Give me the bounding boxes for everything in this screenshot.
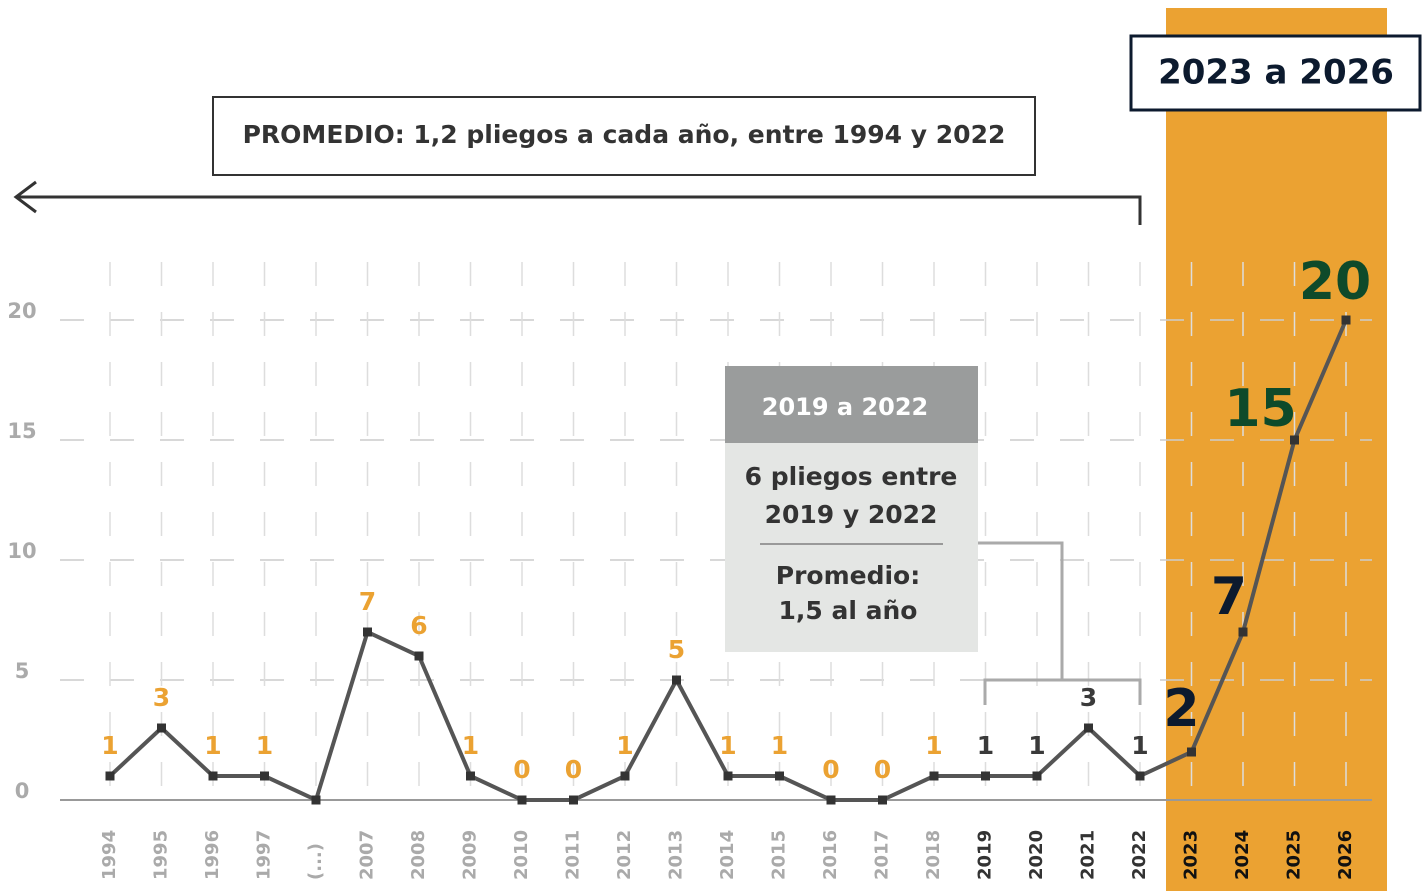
point: [363, 627, 372, 637]
summary-text: Promedio:: [776, 561, 920, 590]
data-label: 2: [1163, 679, 1199, 739]
x-tick-label: 2011: [563, 830, 584, 880]
data-label: 0: [565, 755, 582, 784]
data-label: 1: [101, 731, 118, 760]
point: [878, 795, 887, 805]
point: [775, 771, 784, 781]
point: [1341, 315, 1351, 325]
point: [1290, 435, 1299, 445]
summary-text: 6 pliegos entre: [745, 462, 958, 491]
data-label: 1: [1028, 731, 1045, 760]
point: [929, 771, 939, 781]
x-tick-label: 1995: [151, 830, 172, 880]
x-tick-label: 2018: [923, 830, 944, 880]
x-tick-label: 2016: [820, 830, 841, 880]
x-tick-label: 2007: [357, 830, 378, 880]
bracket: [978, 541, 1142, 705]
data-label: 1: [204, 731, 221, 760]
y-tick-label: 0: [15, 779, 30, 803]
data-label: 0: [513, 755, 530, 784]
point: [1032, 771, 1042, 781]
data-label: 1: [771, 731, 788, 760]
y-tick-label: 20: [7, 299, 36, 323]
data-label: 5: [668, 635, 685, 664]
data-label: 7: [359, 587, 376, 616]
point: [569, 795, 578, 805]
arrow: [13, 180, 1142, 225]
point: [1084, 723, 1093, 733]
x-tick-label: 2025: [1284, 830, 1305, 880]
point: [208, 771, 218, 781]
x-tick-label: 2021: [1078, 830, 1099, 880]
data-label: 1: [462, 731, 479, 760]
point: [105, 771, 115, 781]
x-tick-label: 2009: [460, 830, 481, 880]
x-tick-label: 2024: [1232, 830, 1253, 880]
x-tick-label: 1994: [99, 830, 120, 880]
summary-text: 1,5 al año: [779, 596, 918, 625]
data-label: 7: [1211, 567, 1247, 627]
point: [1238, 627, 1248, 637]
point: [311, 795, 321, 805]
point: [620, 771, 630, 781]
x-tick-label: (...): [305, 843, 326, 880]
data-label: 1: [719, 731, 736, 760]
y-tick-label: 10: [7, 539, 36, 563]
x-tick-label: 2022: [1129, 830, 1150, 880]
point: [723, 771, 733, 781]
x-tick-label: 2026: [1335, 830, 1356, 880]
point: [517, 795, 527, 805]
summary-box: [725, 443, 978, 652]
point: [466, 771, 475, 781]
point: [672, 675, 681, 685]
data-label: 1: [1131, 731, 1148, 760]
x-tick-label: 2015: [769, 830, 790, 880]
x-tick-label: 2012: [614, 830, 635, 880]
data-label: 1: [616, 731, 633, 760]
y-tick-label: 15: [7, 419, 36, 443]
point: [981, 771, 990, 781]
point: [260, 771, 269, 781]
data-label: 15: [1224, 379, 1296, 439]
x-tick-label: 1996: [202, 830, 223, 880]
point: [1135, 771, 1145, 781]
data-label: 3: [1080, 683, 1097, 712]
x-tick-label: 2017: [872, 830, 893, 880]
x-tick-label: 2023: [1181, 830, 1202, 880]
data-label: 20: [1299, 252, 1371, 312]
point: [414, 651, 424, 661]
x-tick-label: 2014: [717, 830, 738, 880]
y-tick-label: 5: [15, 659, 30, 683]
x-tick-label: 2008: [408, 830, 429, 880]
data-label: 0: [822, 755, 839, 784]
x-tick-label: 2020: [1026, 830, 1047, 880]
highlight-band: [1166, 8, 1387, 891]
data-label: 1: [925, 731, 942, 760]
summary-text: 2019 y 2022: [765, 500, 938, 529]
point: [1187, 747, 1196, 757]
summary-header: [725, 366, 978, 443]
average-text: PROMEDIO: 1,2 pliegos a cada año, entre …: [243, 120, 1006, 149]
x-tick-label: 1997: [254, 830, 275, 880]
average-box: [212, 96, 1036, 176]
data-label: 3: [153, 683, 170, 712]
data-label: 6: [410, 611, 427, 640]
x-tick-label: 2010: [511, 830, 532, 880]
point: [157, 723, 166, 733]
period-text: 2023 a 2026: [1158, 53, 1394, 93]
data-label: 1: [256, 731, 273, 760]
x-tick-label: 2013: [666, 830, 687, 880]
data-label: 0: [874, 755, 891, 784]
period-box: [1129, 34, 1422, 112]
x-tick-label: 2019: [975, 830, 996, 880]
point: [826, 795, 836, 805]
data-label: 1: [977, 731, 994, 760]
summary-title: 2019 a 2022: [762, 393, 929, 421]
